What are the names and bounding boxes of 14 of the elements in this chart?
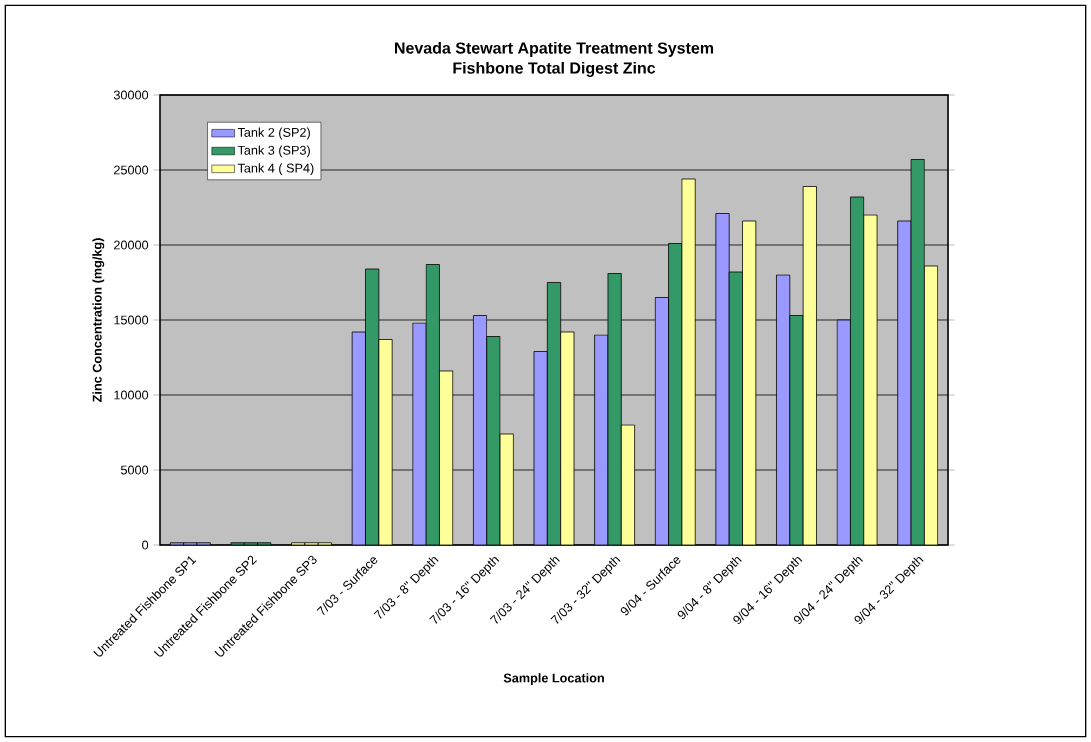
y-tick-label: 0 <box>142 540 149 550</box>
y-tick-label: 25000 <box>114 165 149 175</box>
chart-title: Nevada Stewart Apatite Treatment System <box>395 41 714 57</box>
y-axis-title: Zinc Concentration (mg/kg) <box>92 238 105 402</box>
legend-label: Tank 2 (SP2) <box>237 127 310 140</box>
legend-label: Tank 4 ( SP4) <box>237 163 314 176</box>
y-tick-label: 10000 <box>114 390 149 400</box>
y-tick-label: 20000 <box>114 240 149 250</box>
x-axis-title: Sample Location <box>503 673 604 685</box>
y-tick-label: 30000 <box>113 90 149 100</box>
legend-label: Tank 3 (SP3) <box>237 145 310 158</box>
y-tick-label: 5000 <box>120 465 149 475</box>
y-tick-label: 15000 <box>114 315 149 325</box>
chart-subtitle: Fishbone Total Digest Zinc <box>453 61 656 77</box>
